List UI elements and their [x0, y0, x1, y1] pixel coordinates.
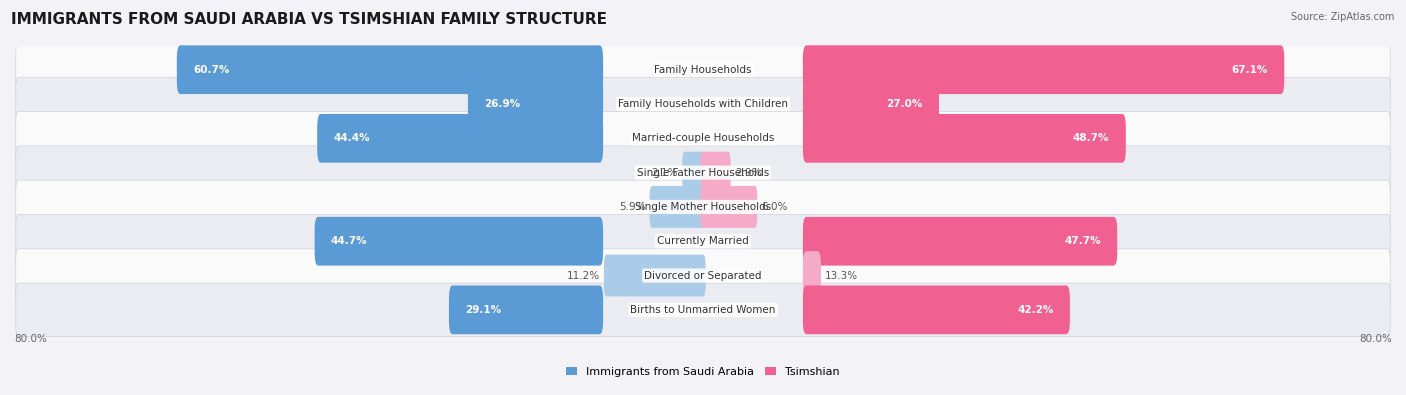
FancyBboxPatch shape: [15, 180, 1391, 234]
Text: Divorced or Separated: Divorced or Separated: [644, 271, 762, 280]
Text: 67.1%: 67.1%: [1232, 65, 1268, 75]
Text: 60.7%: 60.7%: [193, 65, 229, 75]
Text: 80.0%: 80.0%: [14, 334, 46, 344]
Text: 26.9%: 26.9%: [484, 99, 520, 109]
Legend: Immigrants from Saudi Arabia, Tsimshian: Immigrants from Saudi Arabia, Tsimshian: [561, 362, 845, 381]
FancyBboxPatch shape: [650, 186, 706, 228]
FancyBboxPatch shape: [15, 77, 1391, 131]
Text: Source: ZipAtlas.com: Source: ZipAtlas.com: [1291, 12, 1395, 22]
Text: 6.0%: 6.0%: [762, 202, 787, 212]
Text: 11.2%: 11.2%: [567, 271, 599, 280]
FancyBboxPatch shape: [605, 255, 706, 297]
Text: 13.3%: 13.3%: [824, 271, 858, 280]
FancyBboxPatch shape: [15, 146, 1391, 199]
FancyBboxPatch shape: [15, 249, 1391, 302]
FancyBboxPatch shape: [315, 217, 603, 265]
Text: 29.1%: 29.1%: [465, 305, 502, 315]
FancyBboxPatch shape: [803, 80, 939, 128]
FancyBboxPatch shape: [682, 152, 706, 194]
Text: Married-couple Households: Married-couple Households: [631, 134, 775, 143]
Text: 2.1%: 2.1%: [651, 167, 678, 178]
FancyBboxPatch shape: [803, 45, 1284, 94]
Text: 42.2%: 42.2%: [1017, 305, 1053, 315]
Text: Family Households: Family Households: [654, 65, 752, 75]
FancyBboxPatch shape: [318, 114, 603, 163]
FancyBboxPatch shape: [700, 186, 758, 228]
FancyBboxPatch shape: [15, 283, 1391, 337]
Text: 44.7%: 44.7%: [330, 236, 367, 246]
FancyBboxPatch shape: [449, 286, 603, 334]
Text: Family Households with Children: Family Households with Children: [619, 99, 787, 109]
Text: Births to Unmarried Women: Births to Unmarried Women: [630, 305, 776, 315]
FancyBboxPatch shape: [468, 80, 603, 128]
FancyBboxPatch shape: [803, 286, 1070, 334]
Text: Single Father Households: Single Father Households: [637, 167, 769, 178]
Text: 2.9%: 2.9%: [735, 167, 762, 178]
FancyBboxPatch shape: [803, 217, 1118, 265]
Text: 44.4%: 44.4%: [333, 134, 370, 143]
FancyBboxPatch shape: [15, 214, 1391, 268]
Text: Single Mother Households: Single Mother Households: [636, 202, 770, 212]
Text: 47.7%: 47.7%: [1064, 236, 1101, 246]
FancyBboxPatch shape: [15, 111, 1391, 165]
FancyBboxPatch shape: [15, 43, 1391, 96]
Text: IMMIGRANTS FROM SAUDI ARABIA VS TSIMSHIAN FAMILY STRUCTURE: IMMIGRANTS FROM SAUDI ARABIA VS TSIMSHIA…: [11, 12, 607, 27]
Text: 48.7%: 48.7%: [1073, 134, 1109, 143]
Text: 5.9%: 5.9%: [619, 202, 645, 212]
Text: 80.0%: 80.0%: [1360, 334, 1392, 344]
FancyBboxPatch shape: [803, 114, 1126, 163]
FancyBboxPatch shape: [177, 45, 603, 94]
FancyBboxPatch shape: [700, 152, 731, 194]
Text: 27.0%: 27.0%: [886, 99, 922, 109]
FancyBboxPatch shape: [803, 251, 821, 300]
Text: Currently Married: Currently Married: [657, 236, 749, 246]
